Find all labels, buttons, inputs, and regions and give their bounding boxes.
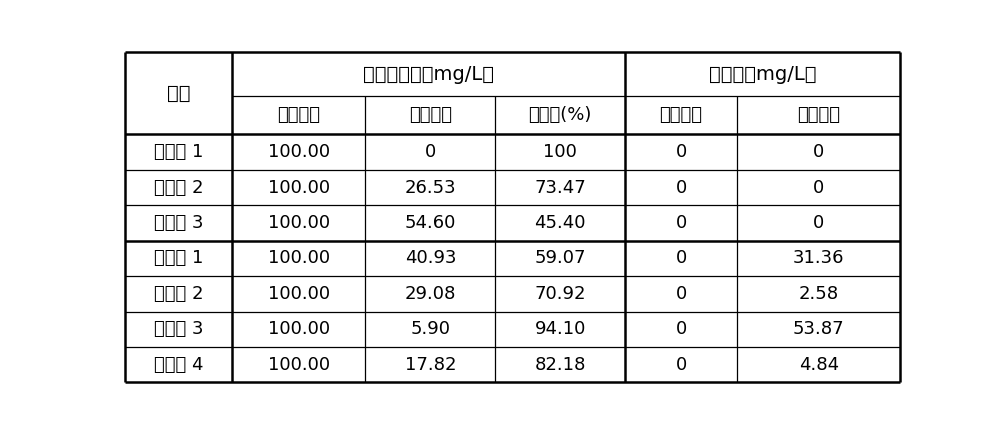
Text: 实施例 3: 实施例 3 [154, 214, 203, 232]
Text: 实施例 1: 实施例 1 [154, 143, 203, 161]
Text: 70.92: 70.92 [534, 285, 586, 303]
Text: 初始浓度: 初始浓度 [660, 106, 703, 124]
Text: 31.36: 31.36 [793, 250, 844, 267]
Text: 降解率(%): 降解率(%) [528, 106, 592, 124]
Text: 0: 0 [675, 179, 687, 197]
Text: 54.60: 54.60 [405, 214, 456, 232]
Text: 17.82: 17.82 [405, 356, 456, 374]
Text: 初始浓度: 初始浓度 [277, 106, 320, 124]
Text: 残留浓度: 残留浓度 [797, 106, 840, 124]
Text: 残留浓度: 残留浓度 [409, 106, 452, 124]
Text: 比较例 3: 比较例 3 [154, 320, 203, 338]
Text: 0: 0 [425, 143, 436, 161]
Text: 100.00: 100.00 [268, 356, 330, 374]
Text: 94.10: 94.10 [534, 320, 586, 338]
Text: 100.00: 100.00 [268, 285, 330, 303]
Text: 0: 0 [813, 143, 824, 161]
Text: 甲胺磷（mg/L）: 甲胺磷（mg/L） [709, 65, 816, 83]
Text: 53.87: 53.87 [793, 320, 844, 338]
Text: 100.00: 100.00 [268, 179, 330, 197]
Text: 实施例 2: 实施例 2 [154, 179, 203, 197]
Text: 100: 100 [543, 143, 577, 161]
Text: 0: 0 [675, 250, 687, 267]
Text: 乙酰甲胺磷（mg/L）: 乙酰甲胺磷（mg/L） [363, 65, 494, 83]
Text: 0: 0 [813, 214, 824, 232]
Text: 0: 0 [675, 214, 687, 232]
Text: 82.18: 82.18 [534, 356, 586, 374]
Text: 项目: 项目 [167, 84, 190, 103]
Text: 100.00: 100.00 [268, 250, 330, 267]
Text: 5.90: 5.90 [410, 320, 450, 338]
Text: 100.00: 100.00 [268, 320, 330, 338]
Text: 比较例 2: 比较例 2 [154, 285, 203, 303]
Text: 100.00: 100.00 [268, 214, 330, 232]
Text: 59.07: 59.07 [534, 250, 586, 267]
Text: 0: 0 [675, 356, 687, 374]
Text: 0: 0 [675, 285, 687, 303]
Text: 0: 0 [675, 320, 687, 338]
Text: 比较例 1: 比较例 1 [154, 250, 203, 267]
Text: 45.40: 45.40 [534, 214, 586, 232]
Text: 0: 0 [675, 143, 687, 161]
Text: 0: 0 [813, 179, 824, 197]
Text: 29.08: 29.08 [405, 285, 456, 303]
Text: 4.84: 4.84 [799, 356, 839, 374]
Text: 100.00: 100.00 [268, 143, 330, 161]
Text: 40.93: 40.93 [405, 250, 456, 267]
Text: 比较例 4: 比较例 4 [154, 356, 203, 374]
Text: 73.47: 73.47 [534, 179, 586, 197]
Text: 26.53: 26.53 [405, 179, 456, 197]
Text: 2.58: 2.58 [799, 285, 839, 303]
